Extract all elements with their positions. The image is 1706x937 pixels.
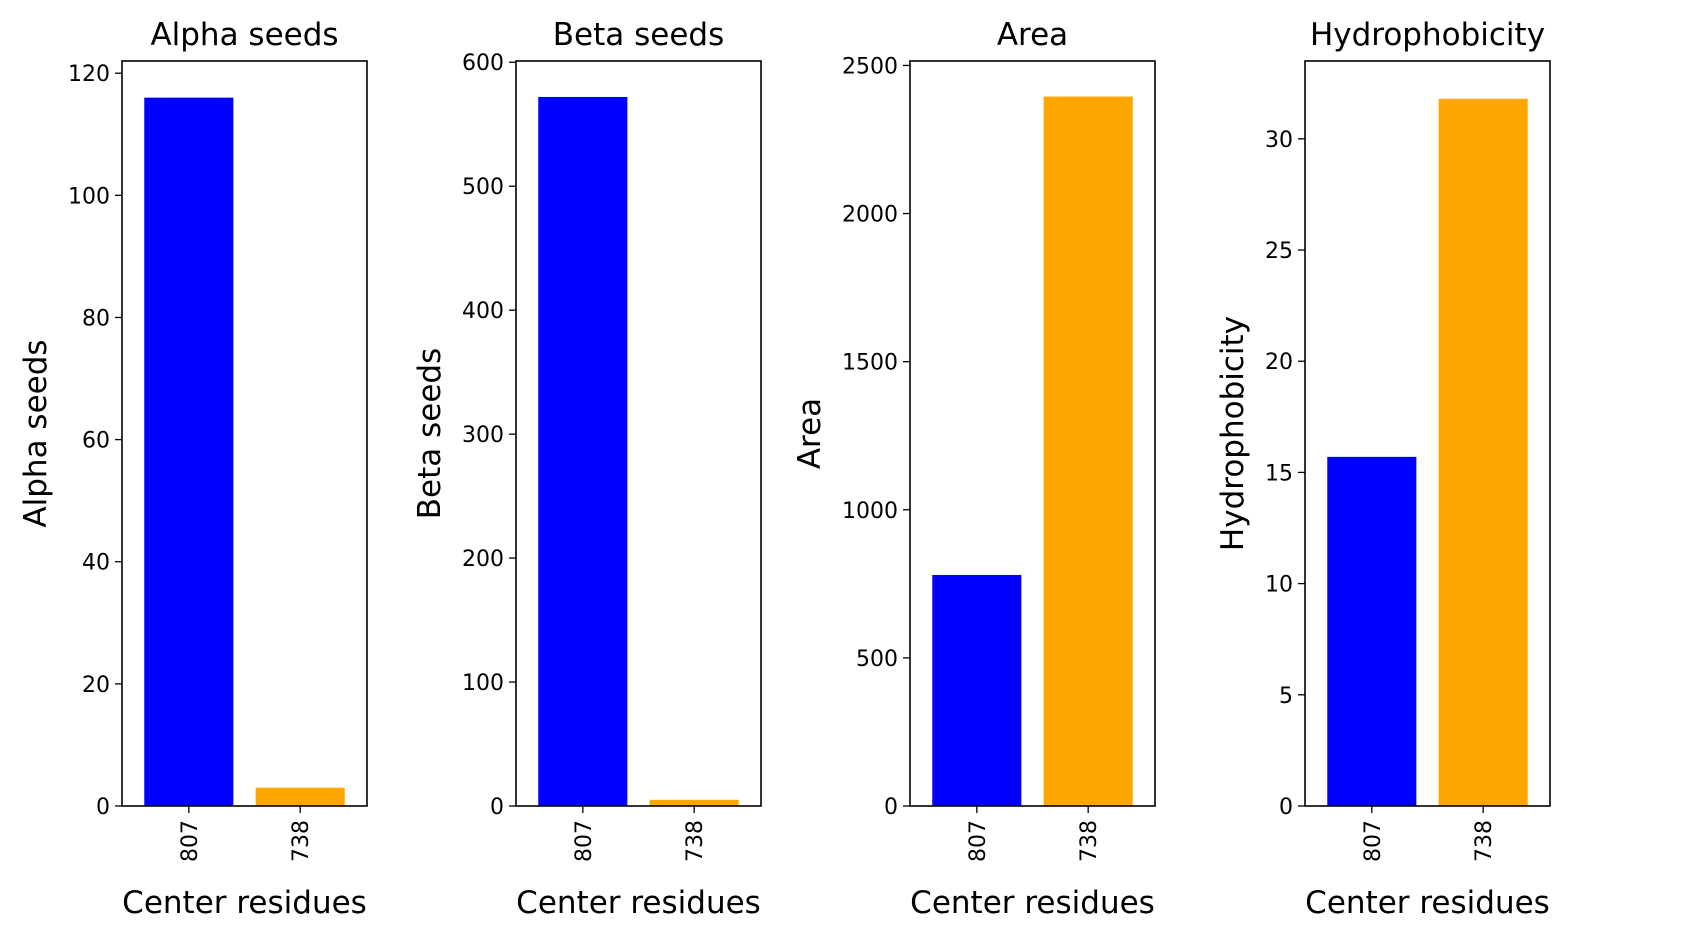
x-tick-label: 738	[683, 820, 708, 862]
axes-frame	[121, 60, 368, 807]
chart-panel-4: 807 738 0 5 10 15 20 25 30 Hydrophobicity Center r…	[1215, 17, 1551, 921]
y-tick-label: 80	[82, 306, 110, 331]
y-tick-label: 15	[1265, 461, 1293, 486]
chart-panel-2: 807 738 0 100 200 300 400 500 600 Beta seeds Cente…	[412, 17, 762, 921]
bar-807	[932, 574, 1022, 806]
y-axis-label: Hydrophobicity	[1215, 316, 1251, 551]
bar-738	[649, 799, 739, 806]
y-tick-label: 0	[1279, 795, 1293, 820]
y-tick-label: 100	[68, 184, 110, 209]
x-tick-label: 807	[966, 820, 991, 862]
y-tick-label: 2000	[842, 203, 898, 228]
y-tick-label: 300	[462, 423, 504, 448]
y-axis-label: Alpha seeds	[18, 339, 54, 527]
y-tick-label: 500	[856, 647, 898, 672]
bar-807	[538, 96, 628, 806]
axes-frame	[909, 60, 1156, 807]
y-tick-label: 10	[1265, 573, 1293, 598]
y-tick-label: 1500	[842, 351, 898, 376]
chart-title: Beta seeds	[553, 17, 724, 53]
x-axis-label: Center residues	[910, 885, 1155, 921]
x-tick-label: 738	[289, 820, 314, 862]
y-tick-label: 20	[82, 673, 110, 698]
bar-738	[255, 787, 345, 806]
x-axis-label: Center residues	[516, 885, 761, 921]
bar-738	[1438, 98, 1528, 806]
y-tick-label: 0	[490, 795, 504, 820]
y-tick-label: 600	[462, 51, 504, 76]
y-tick-label: 0	[96, 795, 110, 820]
y-tick-label: 2500	[842, 54, 898, 79]
axes-frame	[1304, 60, 1551, 807]
y-tick-label: 5	[1279, 684, 1293, 709]
bar-738	[1043, 96, 1133, 806]
y-axis-label: Beta seeds	[412, 348, 448, 519]
y-tick-label: 100	[462, 671, 504, 696]
chart-panel-1: 807 738 0 20 40 60 80 100 120 Alpha seeds Center r…	[18, 17, 368, 921]
y-axis-label: Area	[792, 398, 828, 469]
y-tick-label: 200	[462, 547, 504, 572]
x-tick-label: 807	[572, 820, 597, 862]
chart-title: Alpha seeds	[150, 17, 338, 53]
chart-panel-3: 807 738 0 500 1000 1500 2000 2500 Area Center res…	[792, 17, 1156, 921]
y-tick-label: 25	[1265, 239, 1293, 264]
x-axis-label: Center residues	[122, 885, 367, 921]
y-tick-label: 400	[462, 299, 504, 324]
chart-title: Area	[997, 17, 1068, 53]
x-axis-label: Center residues	[1305, 885, 1550, 921]
x-tick-label: 807	[178, 820, 203, 862]
y-tick-label: 0	[884, 795, 898, 820]
x-tick-label: 738	[1077, 820, 1102, 862]
y-tick-label: 60	[82, 429, 110, 454]
chart-title: Hydrophobicity	[1310, 17, 1545, 53]
y-tick-label: 40	[82, 551, 110, 576]
bar-807	[1327, 456, 1417, 806]
bar-807	[144, 97, 234, 806]
y-tick-label: 120	[68, 62, 110, 87]
y-tick-label: 30	[1265, 128, 1293, 153]
x-tick-label: 807	[1361, 820, 1386, 862]
y-tick-label: 1000	[842, 499, 898, 524]
y-tick-label: 20	[1265, 350, 1293, 375]
x-tick-label: 738	[1472, 820, 1497, 862]
y-tick-label: 500	[462, 175, 504, 200]
